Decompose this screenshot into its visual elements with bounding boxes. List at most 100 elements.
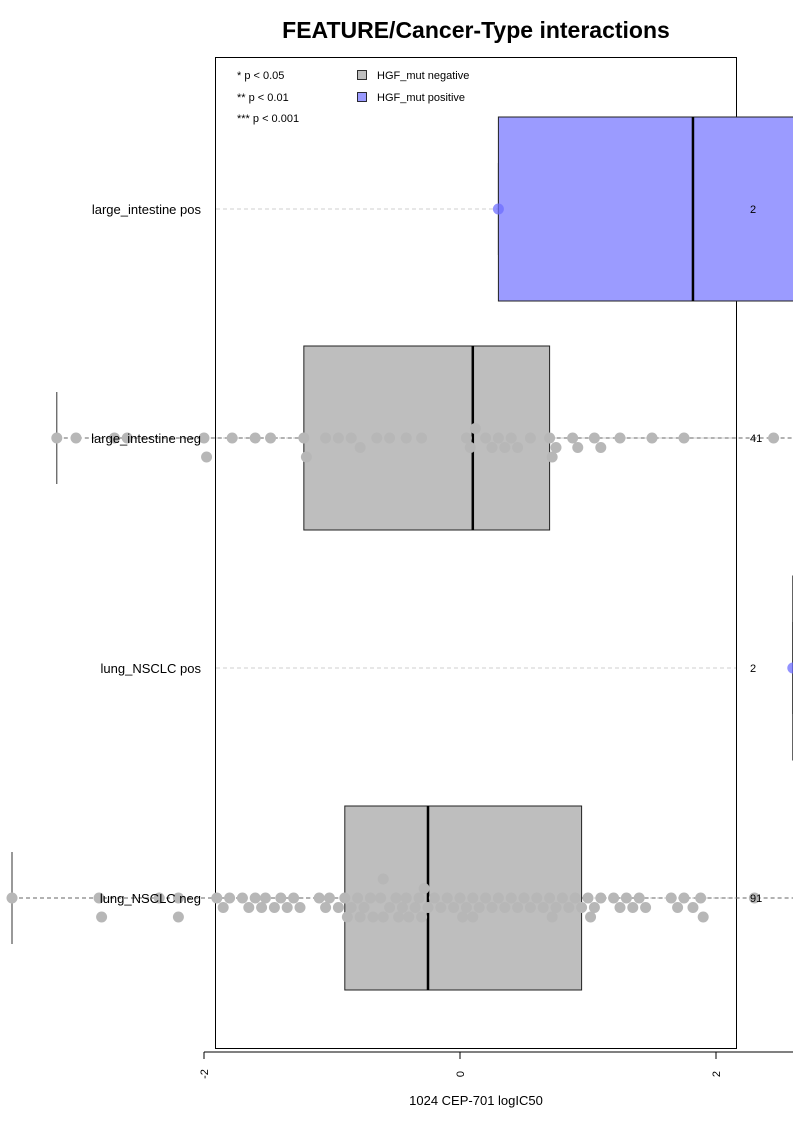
data-point	[400, 892, 412, 904]
data-point	[582, 892, 594, 904]
data-point	[499, 442, 511, 453]
x-axis: -2024	[199, 1051, 793, 1079]
data-point	[341, 911, 353, 923]
data-point	[492, 892, 504, 904]
data-point	[546, 911, 558, 923]
data-point	[480, 892, 492, 904]
data-point	[121, 432, 133, 444]
data-point	[364, 892, 376, 904]
data-point	[550, 442, 562, 453]
data-point	[486, 902, 498, 913]
data-point	[6, 892, 18, 904]
data-point	[585, 911, 597, 923]
data-point	[544, 892, 556, 904]
data-point	[332, 902, 344, 913]
data-point	[531, 892, 543, 904]
data-point	[320, 902, 332, 913]
legend-label-positive: HGF_mut positive	[377, 92, 465, 104]
data-point	[550, 902, 562, 913]
data-point	[678, 892, 690, 904]
group-large_intestine-neg: large_intestine neg 41	[51, 345, 793, 531]
legend-swatch-negative	[357, 70, 367, 80]
data-point	[416, 911, 428, 923]
group-lung_NSCLC-neg: lung_NSCLC neg 91	[6, 805, 793, 991]
group-lung_NSCLC-pos: lung_NSCLC pos 2	[101, 575, 793, 761]
data-point	[268, 902, 280, 913]
data-point	[298, 432, 310, 444]
count-label: 91	[750, 893, 762, 905]
data-point	[275, 892, 287, 904]
data-point	[695, 892, 707, 904]
data-point	[96, 911, 108, 923]
data-point	[377, 911, 389, 923]
legend-label-negative: HGF_mut negative	[377, 70, 469, 82]
data-point	[413, 892, 425, 904]
legend-swatch-positive	[357, 92, 367, 102]
data-point	[390, 892, 402, 904]
data-point	[265, 432, 277, 444]
data-point	[201, 451, 213, 463]
data-point	[576, 902, 588, 913]
data-point	[595, 442, 607, 453]
data-point	[249, 892, 261, 904]
data-point	[323, 892, 335, 904]
count-label: 41	[750, 433, 762, 445]
data-point	[367, 911, 379, 923]
data-point	[409, 902, 421, 913]
data-point	[243, 902, 255, 913]
data-point	[226, 432, 238, 444]
data-point	[198, 432, 210, 444]
data-point	[572, 442, 584, 453]
sig-legend-2: ** p < 0.01	[237, 92, 289, 104]
data-point	[51, 432, 63, 444]
data-point	[281, 902, 293, 913]
data-point	[469, 423, 481, 434]
data-point	[418, 883, 430, 894]
data-point	[748, 892, 760, 904]
data-point	[396, 902, 408, 913]
data-point	[457, 911, 469, 923]
data-point	[354, 911, 366, 923]
data-point	[288, 892, 300, 904]
data-point	[505, 892, 517, 904]
data-point	[332, 432, 344, 444]
data-point	[633, 892, 645, 904]
sig-legend-1: * p < 0.05	[237, 70, 284, 82]
x-tick-label: -2	[199, 1069, 211, 1079]
data-point	[546, 451, 558, 463]
significance-legend: * p < 0.05 ** p < 0.01 *** p < 0.001	[237, 70, 299, 125]
data-point	[467, 892, 479, 904]
data-point	[614, 902, 626, 913]
row-label: large_intestine neg	[91, 431, 201, 446]
box-groups: large_intestine pos 2 large_intestine neg 4…	[6, 116, 793, 991]
data-point	[646, 432, 658, 444]
data-point	[384, 902, 396, 913]
data-point	[352, 892, 364, 904]
x-axis-label: 1024 CEP-701 logIC50	[409, 1093, 543, 1108]
data-point	[313, 892, 325, 904]
x-tick-label: 2	[711, 1071, 723, 1077]
data-point	[473, 902, 485, 913]
data-point	[518, 892, 530, 904]
data-point	[524, 902, 536, 913]
group-large_intestine-pos: large_intestine pos 2	[92, 116, 793, 302]
data-point	[464, 442, 476, 453]
data-point	[537, 902, 549, 913]
data-point	[300, 451, 312, 463]
data-point	[393, 911, 405, 923]
data-point	[608, 892, 620, 904]
data-point	[512, 902, 524, 913]
data-point	[441, 892, 453, 904]
x-tick-label: 0	[455, 1071, 467, 1077]
data-point	[460, 432, 472, 444]
data-point	[687, 902, 699, 913]
plot-frame	[215, 57, 737, 1049]
count-label: 2	[750, 204, 756, 216]
data-point	[460, 902, 472, 913]
data-point	[345, 432, 357, 444]
color-legend: HGF_mut negative HGF_mut positive	[357, 70, 469, 104]
data-point	[153, 892, 165, 904]
data-point	[492, 203, 504, 215]
count-label: 2	[750, 663, 756, 675]
